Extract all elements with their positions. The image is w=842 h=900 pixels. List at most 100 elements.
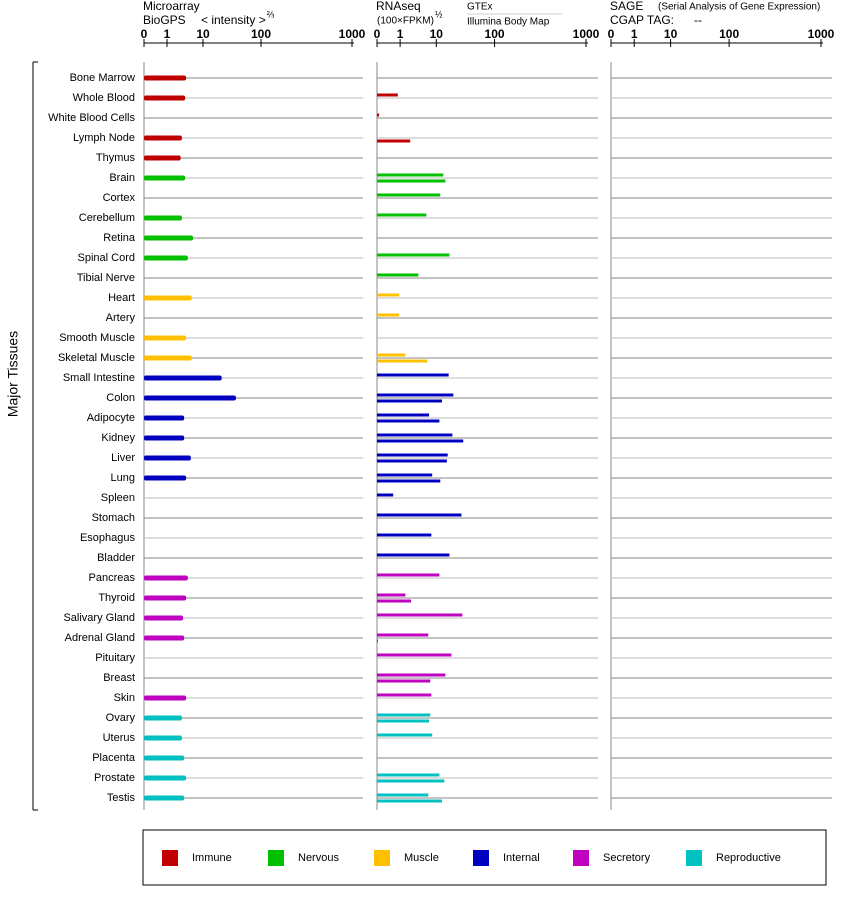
- category-label: Smooth Muscle: [59, 332, 135, 344]
- category-label: Thymus: [96, 152, 136, 164]
- bar: [377, 359, 428, 363]
- x-tick-label: 1: [631, 27, 638, 41]
- bar: [144, 715, 182, 721]
- x-tick-label: 1000: [339, 27, 366, 41]
- bar: [377, 179, 446, 183]
- legend-swatch: [573, 850, 589, 866]
- category-label: Liver: [111, 452, 135, 464]
- category-label: Placenta: [92, 752, 136, 764]
- category-label: Lung: [111, 472, 135, 484]
- bar: [144, 635, 185, 641]
- bar: [377, 693, 432, 697]
- bar: [144, 575, 188, 581]
- bar: [144, 375, 222, 381]
- bar: [144, 435, 185, 441]
- legend-swatch: [473, 850, 489, 866]
- bar: [144, 795, 185, 801]
- category-label: Spinal Cord: [78, 252, 135, 264]
- bar: [377, 533, 432, 537]
- category-label: Spleen: [101, 492, 135, 504]
- x-tick-label: 0: [374, 27, 381, 41]
- bar: [377, 399, 442, 403]
- x-tick-label: 1: [397, 27, 404, 41]
- bar: [377, 633, 429, 637]
- axis-label: < intensity >: [201, 13, 266, 27]
- bar: [144, 415, 185, 421]
- bar: [144, 295, 192, 301]
- x-tick-label: 10: [664, 27, 678, 41]
- bar: [377, 313, 400, 317]
- category-label: Lymph Node: [73, 132, 135, 144]
- bar: [377, 193, 441, 197]
- category-label: Esophagus: [80, 532, 136, 544]
- category-label: Salivary Gland: [63, 612, 135, 624]
- category-label: Cortex: [103, 192, 136, 204]
- bar: [377, 273, 419, 277]
- x-tick-label: 0: [141, 27, 148, 41]
- tag-label: CGAP TAG:: [610, 13, 674, 27]
- category-label: White Blood Cells: [48, 112, 135, 124]
- bar: [377, 213, 427, 217]
- legend-label: Secretory: [603, 852, 651, 864]
- bar: [377, 639, 378, 643]
- bar: [377, 599, 412, 603]
- x-tick-label: 100: [251, 27, 271, 41]
- category-label: Testis: [107, 792, 136, 804]
- x-tick-label: 1000: [808, 27, 835, 41]
- legend-label: Immune: [192, 852, 232, 864]
- bar: [377, 779, 445, 783]
- axis-label: (100×FPKM): [377, 16, 434, 27]
- panel-title: SAGE: [610, 0, 643, 13]
- panel-title: RNAseq: [376, 0, 421, 13]
- bar: [377, 513, 462, 517]
- bar: [144, 475, 187, 481]
- x-tick-label: 10: [196, 27, 210, 41]
- bar: [377, 439, 464, 443]
- category-label: Ovary: [106, 712, 136, 724]
- legend-label: Nervous: [298, 852, 339, 864]
- x-tick-label: 100: [719, 27, 739, 41]
- x-tick-label: 0: [608, 27, 615, 41]
- bar: [377, 453, 448, 457]
- bar: [377, 473, 433, 477]
- bar: [144, 455, 191, 461]
- category-label: Heart: [108, 292, 135, 304]
- bar: [144, 95, 186, 101]
- bar: [144, 235, 194, 241]
- bar: [144, 615, 184, 621]
- bar: [377, 299, 378, 303]
- category-label: Whole Blood: [73, 92, 135, 104]
- bar: [377, 459, 447, 463]
- category-label: Stomach: [92, 512, 135, 524]
- legend-box: [142, 829, 827, 886]
- bar: [377, 613, 463, 617]
- category-label: Bone Marrow: [70, 72, 135, 84]
- bar: [144, 175, 186, 181]
- category-label: Pituitary: [95, 652, 135, 664]
- bar: [377, 253, 450, 257]
- legend-label: Internal: [503, 852, 540, 864]
- legend-swatch: [268, 850, 284, 866]
- bar: [377, 113, 380, 117]
- legend-swatch: [686, 850, 702, 866]
- tag-value: --: [694, 13, 702, 27]
- x-tick-label: 100: [485, 27, 505, 41]
- bar: [144, 155, 181, 161]
- bar: [144, 735, 182, 741]
- x-tick-label: 1000: [573, 27, 600, 41]
- bar: [377, 593, 406, 597]
- bar: [377, 793, 429, 797]
- bar: [377, 653, 452, 657]
- legend-swatch: [374, 850, 390, 866]
- legend-swatch: [162, 850, 178, 866]
- source-label: GTEx: [467, 2, 493, 13]
- category-label: Prostate: [94, 772, 135, 784]
- category-label: Kidney: [101, 432, 135, 444]
- bar: [377, 493, 394, 497]
- category-label: Artery: [106, 312, 136, 324]
- bar: [377, 713, 431, 717]
- bar: [377, 773, 440, 777]
- x-tick-label: 1: [164, 27, 171, 41]
- bar: [144, 775, 187, 781]
- bar: [377, 573, 440, 577]
